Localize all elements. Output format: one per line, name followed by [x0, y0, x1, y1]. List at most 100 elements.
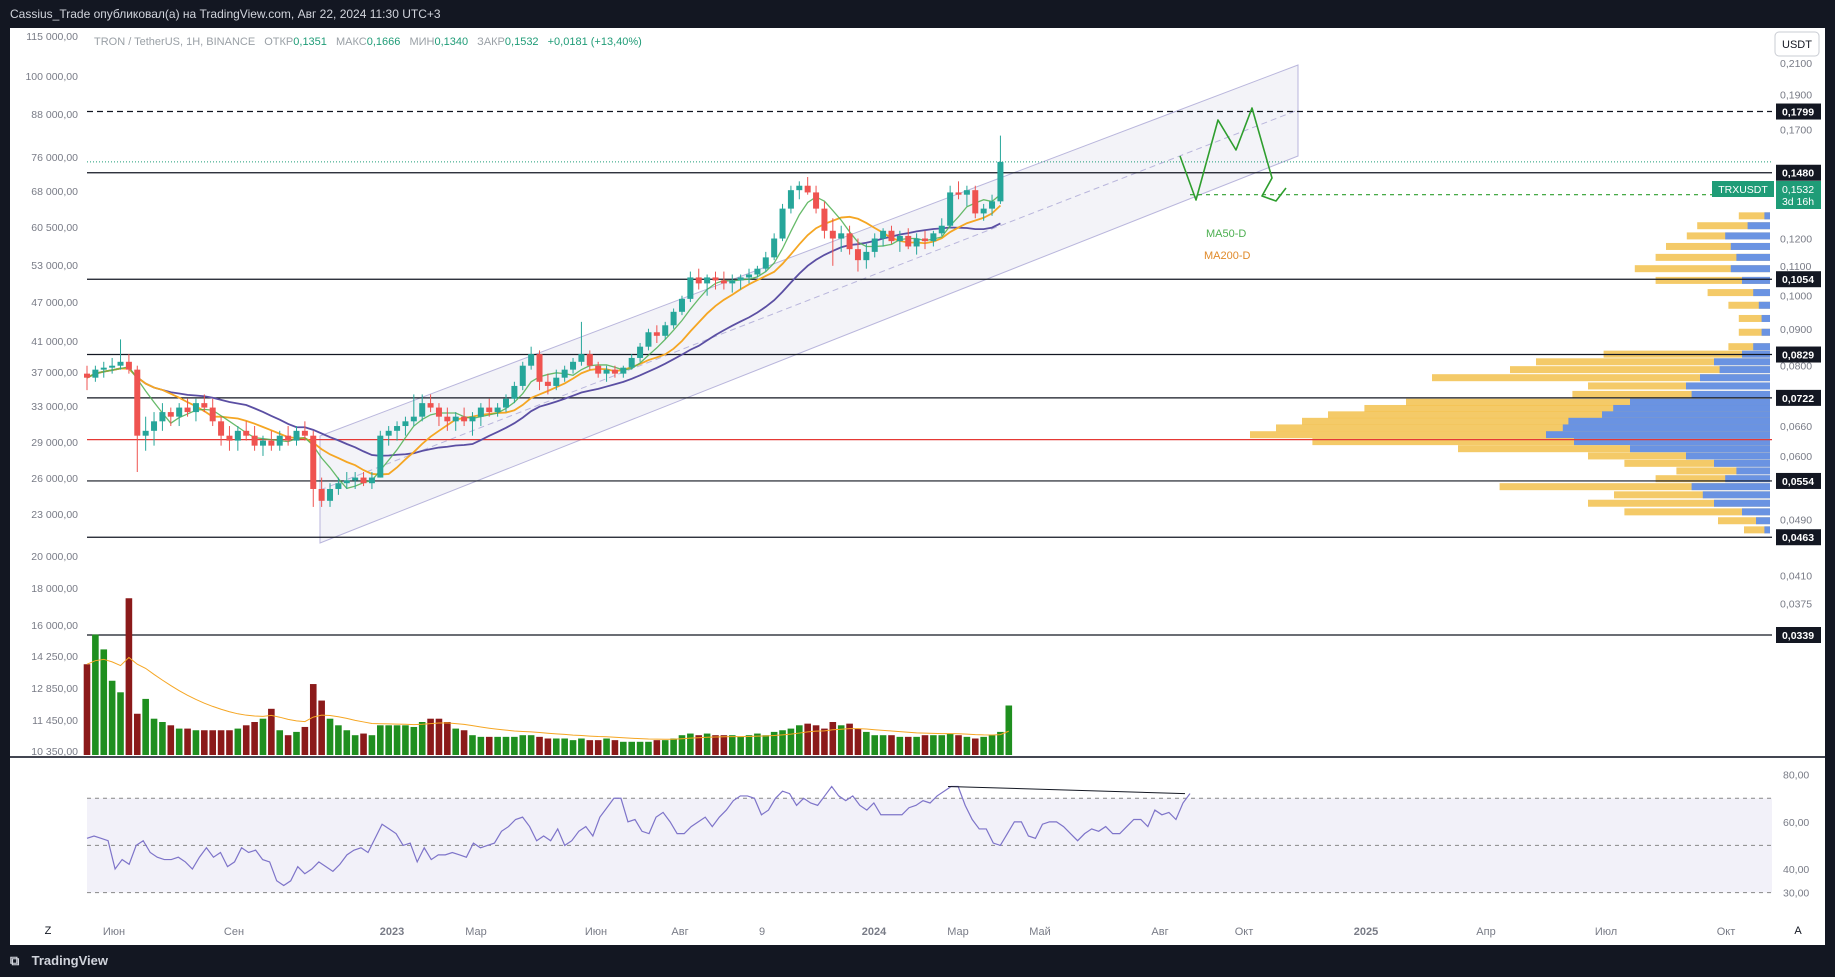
volume-bar: [837, 725, 845, 755]
volume-bar: [184, 728, 191, 755]
volume-bar: [561, 738, 568, 755]
volume-bar: [712, 735, 719, 755]
candle-body: [477, 407, 484, 417]
rsi-pane-bg[interactable]: [10, 758, 1825, 916]
vp-row-b: [1764, 212, 1770, 220]
volume-bar: [796, 725, 803, 755]
ma200-line: [86, 204, 1002, 476]
candle-body: [947, 192, 954, 226]
time-tick-label: Июн: [103, 926, 125, 938]
candle-body: [695, 277, 702, 284]
volume-bar: [418, 722, 426, 755]
vp-row-a: [1432, 374, 1770, 382]
volume-bar: [946, 733, 954, 755]
left-price-scale[interactable]: 115 000,00 100 000,00 88 000,00 76 000,00 68…: [25, 31, 78, 758]
vp-row-b: [1719, 366, 1770, 374]
volume-bar: [108, 680, 116, 755]
candle-body: [720, 280, 727, 284]
vp-row-a: [1588, 452, 1770, 460]
volume-bar: [385, 725, 392, 755]
currency-button[interactable]: [1774, 31, 1820, 57]
candle-body: [754, 268, 761, 275]
time-axis[interactable]: Июн Сен 2023 Мар Июн Авг 9 2024 Мар Май Авг Окт 2025…: [103, 926, 1735, 938]
right-tick-label: 0,0800: [1780, 361, 1812, 373]
volume-bar: [653, 740, 661, 755]
volume-bar: [728, 735, 736, 755]
left-tick-label: 100 000,00: [25, 71, 78, 83]
right-price-scale[interactable]: 0,2100 0,1900 0,1700 0,1200 0,1100 0,1000 0,09…: [1780, 58, 1812, 610]
volume-bar: [343, 730, 351, 755]
volume-bar: [787, 728, 795, 755]
vp-row-b: [1700, 374, 1770, 382]
time-tick-label: Авг: [671, 926, 688, 938]
volume-bar: [762, 735, 770, 755]
vp-row-b: [1730, 265, 1770, 273]
candle-body: [787, 190, 794, 209]
vp-row-a: [1738, 328, 1770, 336]
candle-body: [511, 385, 518, 399]
volume-bar: [259, 718, 267, 755]
left-tick-label: 76 000,00: [31, 152, 78, 164]
candle-body: [779, 208, 786, 239]
vp-row-a: [1458, 445, 1770, 453]
zoom-button[interactable]: [38, 921, 58, 939]
volume-bar: [678, 735, 686, 755]
candle-body: [737, 277, 744, 281]
candle-body: [327, 488, 334, 501]
vp-row-a: [1588, 382, 1770, 390]
volume-bar: [117, 692, 124, 755]
left-tick-label: 47 000,00: [31, 297, 78, 309]
left-tick-label: 20 000,00: [31, 551, 78, 563]
volume-bar: [83, 664, 91, 755]
vp-row-a: [1634, 265, 1770, 273]
time-axis-bg[interactable]: [10, 916, 1825, 945]
vp-row-b: [1730, 242, 1770, 250]
left-tick-label: 37 000,00: [31, 367, 78, 379]
candle-body: [410, 416, 417, 422]
chart-area[interactable]: 0,17990,14800,13800,10540,08290,07220,05…: [0, 28, 1835, 945]
candle-body: [586, 354, 593, 366]
chart-svg[interactable]: 0,17990,14800,13800,10540,08290,07220,05…: [0, 28, 1835, 945]
vp-row-b: [1702, 491, 1770, 499]
vp-row-b: [1753, 343, 1770, 351]
brand-label[interactable]: TradingView: [31, 953, 108, 968]
volume-bar: [980, 736, 987, 755]
legend-high-label: МАКС: [336, 36, 367, 48]
candle-body: [251, 435, 258, 446]
candle-body: [469, 416, 476, 422]
vp-row-a: [1666, 242, 1770, 250]
time-tick-label: Мар: [947, 926, 969, 938]
volume-bar: [309, 684, 317, 755]
volume-bar: [368, 735, 376, 755]
volume-bar: [737, 736, 744, 755]
candle-body: [452, 416, 459, 422]
legend-close-label: ЗАКР: [477, 36, 505, 48]
left-tick-label: 60 500,00: [31, 222, 78, 234]
vp-row-a: [1364, 404, 1770, 412]
legend-symbol: TRON / TetherUS, 1Н, BINANCE: [94, 36, 255, 48]
volume-bar: [100, 649, 108, 755]
candle-body: [653, 332, 660, 336]
candle-body: [159, 412, 166, 422]
volume-bar: [452, 728, 460, 755]
level-tag-label: 0,0554: [1782, 476, 1814, 488]
main-pane-bg[interactable]: [10, 28, 1825, 756]
vp-row-a: [1728, 301, 1770, 309]
volume-bar: [268, 708, 275, 755]
level-tag: [1776, 472, 1821, 489]
volume-bar: [209, 730, 216, 755]
auto-scale-button[interactable]: [1788, 921, 1808, 939]
volume-bar: [494, 736, 501, 755]
candle-body: [989, 201, 996, 209]
volume-bar: [485, 736, 493, 755]
candle-body: [335, 483, 342, 489]
candle-body: [620, 367, 627, 374]
vp-row-b: [1736, 253, 1770, 261]
volume-bar: [930, 735, 937, 755]
legend-high: 0,1666: [367, 36, 401, 48]
vp-row-a: [1655, 276, 1770, 284]
candle-body: [678, 298, 685, 312]
candle-body: [368, 477, 375, 484]
volume-bar: [578, 738, 585, 755]
volume-bar: [687, 733, 694, 755]
